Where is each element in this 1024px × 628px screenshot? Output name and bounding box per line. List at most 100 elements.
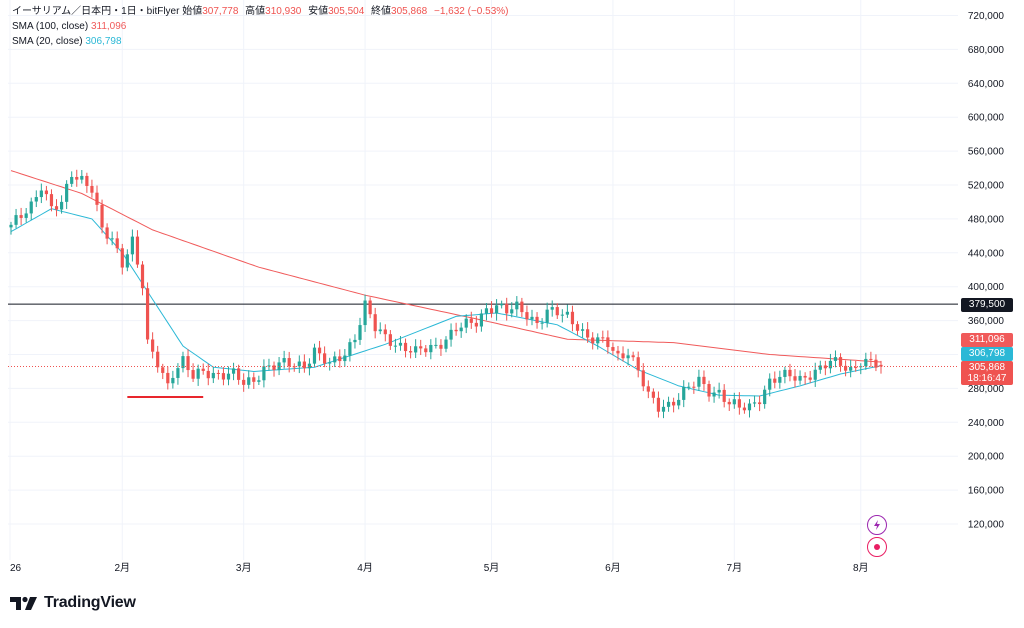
candle-body xyxy=(843,365,848,371)
candle xyxy=(29,197,33,221)
candle xyxy=(828,353,833,374)
candle-body xyxy=(682,387,686,400)
candle-body xyxy=(373,314,377,332)
candle xyxy=(859,363,863,375)
candle-body xyxy=(808,377,812,380)
candle xyxy=(849,359,853,378)
y-tick-label: 120,000 xyxy=(968,520,1005,531)
candle xyxy=(444,336,448,353)
candle-body xyxy=(580,329,585,331)
candle xyxy=(297,355,301,374)
x-tick-label: 4月 xyxy=(357,562,373,574)
candle xyxy=(343,349,347,367)
candle-body xyxy=(343,355,347,362)
sma100-legend[interactable]: SMA (100, close) 311,096 xyxy=(12,19,508,34)
candle xyxy=(621,346,625,362)
candle-body xyxy=(393,345,398,347)
y-tick-label: 400,000 xyxy=(968,282,1005,293)
candle-body xyxy=(176,368,180,378)
candle-body xyxy=(272,365,276,370)
candle xyxy=(864,352,868,370)
candle xyxy=(191,363,195,382)
candle-body xyxy=(408,351,413,353)
candle-body xyxy=(803,375,807,378)
sma20-label: SMA (20, close) xyxy=(12,36,83,47)
candle-body xyxy=(34,197,38,202)
candle-body xyxy=(793,376,797,381)
candle xyxy=(145,282,150,344)
candle-body xyxy=(100,204,104,228)
candle-body xyxy=(65,183,69,202)
candle xyxy=(231,362,236,381)
candle-body xyxy=(469,318,473,323)
candle xyxy=(737,392,741,415)
candle xyxy=(408,346,413,359)
candle xyxy=(631,351,635,361)
candle-body xyxy=(505,303,509,314)
candle-body xyxy=(358,325,362,340)
candle-body xyxy=(773,378,777,383)
candle xyxy=(120,243,124,275)
candle-body xyxy=(763,389,767,405)
target-icon[interactable] xyxy=(867,537,887,557)
candle xyxy=(414,339,418,359)
candle xyxy=(783,366,787,384)
candle xyxy=(247,370,251,389)
hline-price-tag: 379,500 xyxy=(961,298,1013,312)
candle-body xyxy=(672,401,676,406)
candle-body xyxy=(414,346,418,353)
candle xyxy=(580,323,585,338)
lightning-icon[interactable] xyxy=(867,515,887,535)
candle-body xyxy=(125,254,129,268)
candle xyxy=(434,337,438,349)
candle-body xyxy=(247,377,251,385)
candle xyxy=(363,294,367,332)
sma20-legend[interactable]: SMA (20, close) 306,798 xyxy=(12,34,508,49)
candle-body xyxy=(19,215,23,218)
candle-body xyxy=(166,372,170,384)
candle xyxy=(252,372,256,390)
candle-body xyxy=(494,305,499,314)
candle-body xyxy=(732,399,736,405)
candle-body xyxy=(798,375,802,381)
candle-body xyxy=(641,370,645,387)
candle xyxy=(459,322,463,338)
candle xyxy=(49,189,54,212)
candle-body xyxy=(287,358,291,367)
y-tick-label: 360,000 xyxy=(968,316,1005,327)
candle xyxy=(312,343,317,368)
candle xyxy=(54,199,59,217)
candle xyxy=(601,330,605,343)
x-tick-label: 8月 xyxy=(853,562,869,574)
candle xyxy=(646,380,650,399)
candle-body xyxy=(474,322,478,327)
candle xyxy=(317,340,322,361)
candle-body xyxy=(24,213,28,218)
sma100-polyline xyxy=(10,170,882,363)
close-label: 終値 xyxy=(371,6,392,17)
candle-body xyxy=(70,176,74,184)
candle xyxy=(272,361,276,377)
sma20-legend-value: 306,798 xyxy=(85,36,122,47)
candle-body xyxy=(368,300,372,315)
candle xyxy=(788,363,792,382)
candle xyxy=(838,353,843,372)
candle-body xyxy=(869,358,873,360)
candle-body xyxy=(191,370,195,379)
candle xyxy=(237,364,241,385)
candle-body xyxy=(828,360,833,369)
candle-body xyxy=(439,344,443,349)
candle xyxy=(59,195,64,214)
candle-body xyxy=(778,376,782,383)
candle-body xyxy=(666,401,671,407)
tradingview-logo[interactable]: TradingView xyxy=(10,594,136,612)
candle-body xyxy=(181,356,185,369)
candle xyxy=(373,307,377,339)
candle xyxy=(176,363,180,385)
candle-body xyxy=(231,368,236,374)
candle-body xyxy=(651,391,655,398)
candle xyxy=(833,350,838,368)
candle-body xyxy=(257,380,261,382)
y-tick-label: 440,000 xyxy=(968,248,1005,259)
